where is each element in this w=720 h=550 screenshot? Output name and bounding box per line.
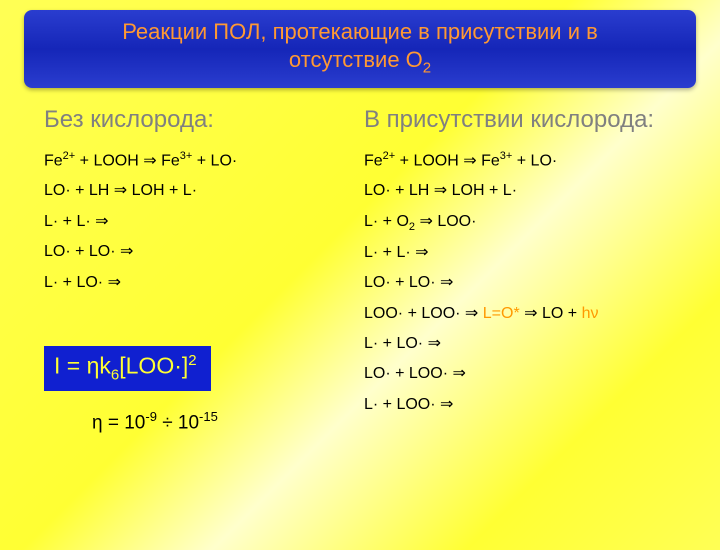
reaction-line: LO· + LH ⇒ LOH + L· xyxy=(364,176,688,206)
reaction-line: Fe2+ + LOOH ⇒ Fe3+ + LO· xyxy=(364,146,688,177)
reaction-superscript: 3+ xyxy=(500,150,513,162)
slide-title: Реакции ПОЛ, протекающие в присутствии и… xyxy=(44,18,676,78)
content-columns: Без кислорода: Fe2+ + LOOH ⇒ Fe3+ + LO·L… xyxy=(0,88,720,435)
eta-e1: -9 xyxy=(145,409,157,424)
title-line-2a: отсутствие O xyxy=(289,47,423,72)
reaction-text: L· + LO· ⇒ xyxy=(44,274,121,291)
reaction-line: LO· + LO· ⇒ xyxy=(44,237,354,267)
left-heading: Без кислорода: xyxy=(44,106,354,134)
reaction-text: Fe xyxy=(44,152,63,169)
reaction-line: L· + LO· ⇒ xyxy=(44,268,354,298)
reaction-text: LOO· + LOO· ⇒ xyxy=(364,305,483,322)
reaction-text: ⇒ LO + xyxy=(520,305,582,322)
reaction-line: L· + L· ⇒ xyxy=(44,207,354,237)
reaction-text: L· + LO· ⇒ xyxy=(364,335,441,352)
reaction-text: LO· + LH ⇒ LOH + L· xyxy=(44,182,197,199)
reaction-line: LO· + LH ⇒ LOH + L· xyxy=(44,176,354,206)
formula-post: [LOO·] xyxy=(119,353,188,379)
reaction-line: Fe2+ + LOOH ⇒ Fe3+ + LO· xyxy=(44,146,354,177)
reaction-text: Fe xyxy=(364,152,383,169)
reaction-superscript: 2+ xyxy=(383,150,396,162)
reaction-text: + LO· xyxy=(192,152,237,169)
reaction-text: L· + LOO· ⇒ xyxy=(364,396,453,413)
reaction-line: LO· + LO· ⇒ xyxy=(364,268,688,298)
intensity-formula: I = ηk6[LOO·]2 xyxy=(44,346,211,391)
reaction-text: LO· + LH ⇒ LOH + L· xyxy=(364,182,517,199)
formula-sup: 2 xyxy=(188,352,196,369)
reaction-text: LO· + LOO· ⇒ xyxy=(364,365,466,382)
eta-pre: η = 10 xyxy=(92,413,145,434)
reaction-text: L· + L· ⇒ xyxy=(364,244,429,261)
title-line-1: Реакции ПОЛ, протекающие в присутствии и… xyxy=(122,19,598,44)
reaction-highlight: L=O* xyxy=(483,305,520,322)
eta-mid: ÷ 10 xyxy=(157,413,199,434)
reaction-highlight: hν xyxy=(582,305,599,322)
title-line-2-sub: 2 xyxy=(423,59,431,76)
formula-pre: I = ηk xyxy=(54,353,111,379)
reaction-text: + LOOH ⇒ Fe xyxy=(395,152,500,169)
eta-range: η = 10-9 ÷ 10-15 xyxy=(92,409,354,434)
formula-sub: 6 xyxy=(111,366,119,383)
reaction-line: LO· + LOO· ⇒ xyxy=(364,359,688,389)
slide-title-bar: Реакции ПОЛ, протекающие в присутствии и… xyxy=(24,10,696,88)
reaction-text: L· + L· ⇒ xyxy=(44,213,109,230)
reaction-line: L· + LOO· ⇒ xyxy=(364,390,688,420)
reaction-text: LO· + LO· ⇒ xyxy=(44,243,133,260)
reaction-text: L· + O xyxy=(364,213,409,230)
reaction-line: L· + LO· ⇒ xyxy=(364,329,688,359)
right-heading: В присутствии кислорода: xyxy=(364,106,688,134)
left-column: Без кислорода: Fe2+ + LOOH ⇒ Fe3+ + LO· L… xyxy=(44,98,354,435)
reaction-superscript: 2+ xyxy=(63,150,76,162)
right-reactions: Fe2+ + LOOH ⇒ Fe3+ + LO· LO· + LH ⇒ LOH +… xyxy=(364,146,688,421)
reaction-text: LO· + LO· ⇒ xyxy=(364,274,453,291)
reaction-text: + LOOH ⇒ Fe xyxy=(75,152,180,169)
right-column: В присутствии кислорода: Fe2+ + LOOH ⇒ F… xyxy=(354,98,688,435)
reaction-text: + LO· xyxy=(512,152,557,169)
reaction-line: L· + O2 ⇒ LOO· xyxy=(364,207,688,238)
eta-e2: -15 xyxy=(199,409,218,424)
reaction-superscript: 3+ xyxy=(180,150,193,162)
reaction-line: LOO· + LOO· ⇒ L=O* ⇒ LO + hν xyxy=(364,299,688,329)
left-reactions: Fe2+ + LOOH ⇒ Fe3+ + LO· LO· + LH ⇒ LOH +… xyxy=(44,146,354,298)
reaction-line: L· + L· ⇒ xyxy=(364,238,688,268)
reaction-text: ⇒ LOO· xyxy=(415,213,476,230)
